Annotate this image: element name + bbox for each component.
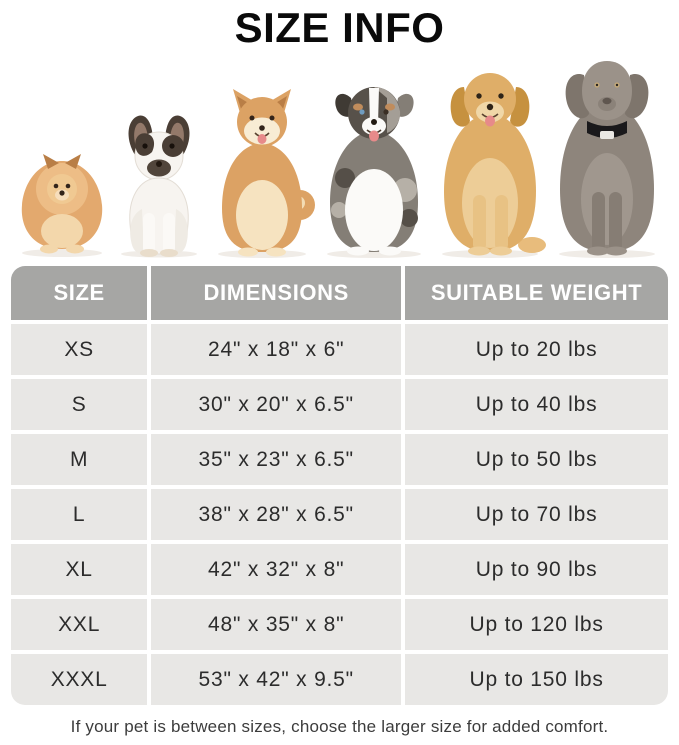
row-weight-cell: Up to 50 lbs bbox=[405, 434, 668, 485]
dog-australian-shepherd-image bbox=[327, 87, 422, 258]
table-row: L 38" x 28" x 6.5" Up to 70 lbs bbox=[11, 489, 668, 540]
table-row: M 35" x 23" x 6.5" Up to 50 lbs bbox=[11, 434, 668, 485]
row-dimensions-cell: 30" x 20" x 6.5" bbox=[151, 379, 402, 430]
table-row: XXXL 53" x 42" x 9.5" Up to 150 lbs bbox=[11, 654, 668, 705]
dog-pomeranian-image bbox=[21, 154, 103, 257]
table-row: XS 24" x 18" x 6" Up to 20 lbs bbox=[11, 324, 668, 375]
row-dimensions-cell: 53" x 42" x 9.5" bbox=[151, 654, 402, 705]
row-size-cell: S bbox=[11, 379, 148, 430]
row-dimensions-cell: 35" x 23" x 6.5" bbox=[151, 434, 402, 485]
dog-french-bulldog-image bbox=[120, 115, 197, 258]
dog-golden-retriever-image bbox=[442, 73, 547, 258]
row-weight-cell: Up to 20 lbs bbox=[405, 324, 668, 375]
row-dimensions-cell: 48" x 35" x 8" bbox=[151, 599, 402, 650]
row-size-cell: XXL bbox=[11, 599, 148, 650]
table-row: XXL 48" x 35" x 8" Up to 120 lbs bbox=[11, 599, 668, 650]
row-weight-cell: Up to 150 lbs bbox=[405, 654, 668, 705]
column-header-dimensions: DIMENSIONS bbox=[151, 266, 402, 320]
row-weight-cell: Up to 40 lbs bbox=[405, 379, 668, 430]
row-weight-cell: Up to 120 lbs bbox=[405, 599, 668, 650]
row-dimensions-cell: 38" x 28" x 6.5" bbox=[151, 489, 402, 540]
row-size-cell: L bbox=[11, 489, 148, 540]
size-table: SIZE DIMENSIONS SUITABLE WEIGHT XS 24" x … bbox=[7, 262, 672, 709]
row-dimensions-cell: 42" x 32" x 8" bbox=[151, 544, 402, 595]
size-table-body: XS 24" x 18" x 6" Up to 20 lbs S 30" x 20" x… bbox=[11, 324, 668, 705]
page-title: SIZE INFO bbox=[234, 4, 445, 51]
table-row: S 30" x 20" x 6.5" Up to 40 lbs bbox=[11, 379, 668, 430]
row-size-cell: XS bbox=[11, 324, 148, 375]
column-header-size: SIZE bbox=[11, 266, 148, 320]
footer-note: If your pet is between sizes, choose the… bbox=[70, 717, 609, 736]
dog-lineup bbox=[0, 53, 679, 258]
row-size-cell: XL bbox=[11, 544, 148, 595]
row-weight-cell: Up to 90 lbs bbox=[405, 544, 668, 595]
dog-shiba-inu-image bbox=[217, 89, 315, 258]
column-header-weight: SUITABLE WEIGHT bbox=[405, 266, 668, 320]
table-row: XL 42" x 32" x 8" Up to 90 lbs bbox=[11, 544, 668, 595]
row-weight-cell: Up to 70 lbs bbox=[405, 489, 668, 540]
dog-weimaraner-image bbox=[558, 61, 655, 258]
table-header-row: SIZE DIMENSIONS SUITABLE WEIGHT bbox=[11, 266, 668, 320]
row-size-cell: M bbox=[11, 434, 148, 485]
row-dimensions-cell: 24" x 18" x 6" bbox=[151, 324, 402, 375]
row-size-cell: XXXL bbox=[11, 654, 148, 705]
